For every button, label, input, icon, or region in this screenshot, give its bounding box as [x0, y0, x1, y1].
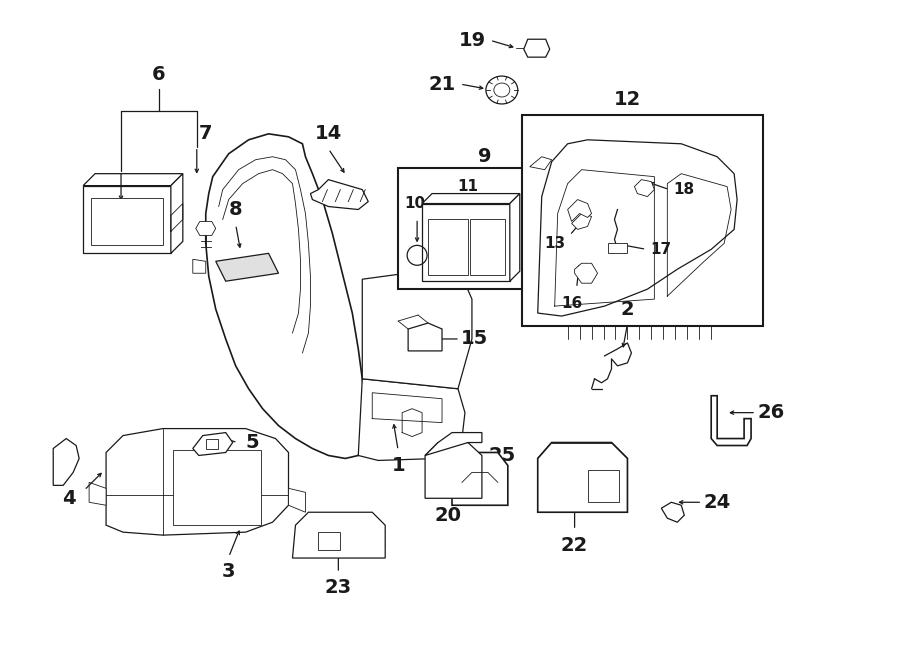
Polygon shape	[530, 157, 552, 170]
Polygon shape	[572, 214, 591, 229]
Bar	[522, 115, 763, 326]
Polygon shape	[425, 432, 482, 455]
Polygon shape	[292, 512, 385, 558]
Polygon shape	[422, 194, 520, 204]
Polygon shape	[106, 428, 289, 535]
Polygon shape	[310, 180, 368, 210]
Text: 22: 22	[561, 535, 589, 555]
Polygon shape	[711, 396, 751, 446]
Bar	[471, 219, 506, 275]
Bar	[319, 532, 340, 550]
Text: 18: 18	[674, 182, 695, 197]
Bar	[398, 168, 526, 289]
Text: 3: 3	[222, 563, 236, 582]
Text: 23: 23	[325, 578, 352, 598]
Polygon shape	[537, 140, 737, 316]
Polygon shape	[83, 174, 183, 186]
Text: 4: 4	[62, 488, 76, 508]
Text: 14: 14	[315, 124, 342, 143]
Polygon shape	[568, 200, 591, 221]
Text: 17: 17	[651, 242, 672, 257]
Text: 20: 20	[435, 506, 462, 525]
Text: 9: 9	[478, 147, 491, 166]
Text: 21: 21	[428, 75, 455, 94]
Bar	[428, 219, 467, 275]
Polygon shape	[574, 263, 598, 283]
Polygon shape	[171, 174, 183, 253]
Polygon shape	[408, 323, 442, 351]
Polygon shape	[216, 253, 278, 281]
Polygon shape	[289, 488, 305, 512]
Polygon shape	[662, 502, 684, 522]
Polygon shape	[358, 379, 465, 461]
Polygon shape	[452, 453, 508, 505]
Polygon shape	[524, 39, 550, 57]
Polygon shape	[193, 259, 206, 273]
Bar	[206, 438, 218, 449]
Polygon shape	[634, 180, 654, 196]
Bar	[173, 451, 261, 525]
Bar	[91, 198, 163, 245]
Text: 26: 26	[758, 403, 785, 422]
Polygon shape	[458, 231, 473, 241]
Polygon shape	[363, 266, 472, 389]
Text: 13: 13	[544, 236, 565, 251]
Polygon shape	[83, 186, 171, 253]
Ellipse shape	[486, 76, 518, 104]
Polygon shape	[193, 432, 233, 455]
Polygon shape	[53, 438, 79, 485]
Text: 24: 24	[704, 492, 731, 512]
Polygon shape	[608, 243, 627, 253]
Text: 1: 1	[392, 456, 405, 475]
Text: 16: 16	[561, 295, 582, 311]
Text: 25: 25	[488, 446, 516, 465]
Text: 19: 19	[458, 30, 485, 50]
Text: 5: 5	[246, 433, 259, 452]
Text: 10: 10	[404, 196, 426, 211]
Text: 7: 7	[199, 124, 212, 143]
Ellipse shape	[494, 83, 509, 97]
Polygon shape	[196, 221, 216, 235]
Text: 2: 2	[621, 299, 634, 319]
Bar	[588, 471, 619, 502]
Polygon shape	[509, 194, 520, 281]
Text: 6: 6	[152, 65, 166, 83]
Polygon shape	[425, 442, 482, 498]
Text: 11: 11	[457, 179, 479, 194]
Polygon shape	[422, 204, 509, 281]
Text: 15: 15	[462, 329, 489, 348]
Polygon shape	[537, 442, 627, 512]
Polygon shape	[89, 483, 106, 505]
Text: 12: 12	[614, 91, 641, 110]
Polygon shape	[206, 134, 365, 459]
Text: 8: 8	[229, 200, 242, 219]
